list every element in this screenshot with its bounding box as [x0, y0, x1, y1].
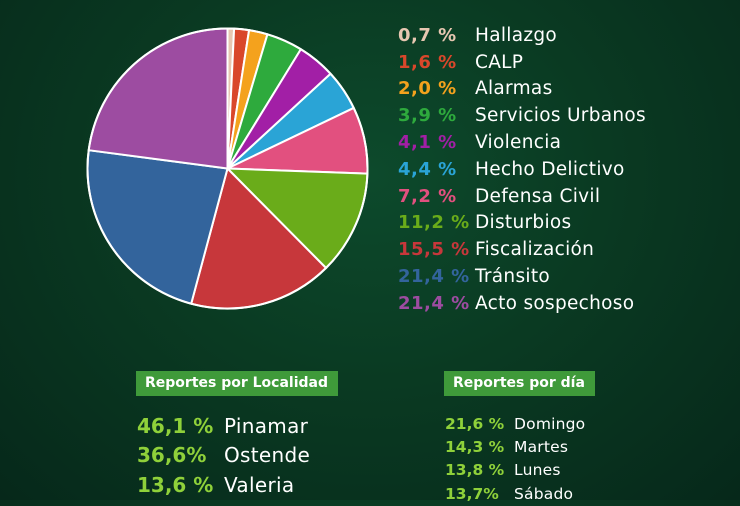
localidad-pct: 36,6% [137, 443, 207, 468]
legend-row-servicios-urbanos: 3,9 % Servicios Urbanos [398, 102, 646, 129]
legend-pct: 4,1 % [398, 132, 457, 154]
legend-pct: 4,4 % [398, 158, 457, 180]
list-item: 21,6 % Domingo [445, 412, 585, 435]
list-item: 14,3 % Martes [445, 435, 585, 458]
legend-label: Defensa Civil [475, 185, 601, 207]
list-item: 13,8 % Lunes [445, 459, 585, 482]
legend-row-violencia: 4,1 % Violencia [398, 129, 646, 156]
legend-row-transito: 21,4 % Tránsito [398, 263, 646, 290]
legend-pct: 7,2 % [398, 185, 457, 207]
localidad-section-header: Reportes por Localidad [136, 371, 339, 396]
dia-pct: 13,8 % [445, 461, 505, 480]
dia-section-header: Reportes por día [444, 371, 595, 396]
legend-label: Violencia [475, 132, 562, 154]
legend-label: CALP [475, 51, 524, 73]
legend-row-calp: 1,6 % CALP [398, 49, 646, 76]
legend-row-alarmas: 2,0 % Alarmas [398, 76, 646, 103]
dia-pct: 13,7% [445, 484, 499, 503]
legend-row-hallazgo: 0,7 % Hallazgo [398, 22, 646, 49]
legend-label: Acto sospechoso [475, 292, 635, 314]
legend-row-acto-sospechoso: 21,4 % Acto sospechoso [398, 290, 646, 317]
list-item: 46,1 % Pinamar [137, 411, 310, 441]
legend-pct: 21,4 % [398, 266, 470, 288]
legend-label: Hecho Delictivo [475, 158, 625, 180]
dia-list: 21,6 % Domingo 14,3 % Martes 13,8 % Lune… [445, 412, 585, 506]
localidad-pct: 46,1 % [137, 413, 214, 438]
dia-pct: 21,6 % [445, 414, 505, 433]
localidad-name: Valeria [224, 472, 295, 497]
pie-legend: 0,7 % Hallazgo 1,6 % CALP 2,0 % Alarmas … [398, 22, 646, 317]
legend-pct: 11,2 % [398, 212, 470, 234]
legend-label: Fiscalización [475, 239, 595, 261]
dia-pct: 14,3 % [445, 438, 505, 457]
legend-pct: 21,4 % [398, 292, 470, 314]
legend-row-hecho-delictivo: 4,4 % Hecho Delictivo [398, 156, 646, 183]
localidad-list: 46,1 % Pinamar 36,6% Ostende 13,6 % Vale… [137, 411, 310, 500]
legend-row-defensa-civil: 7,2 % Defensa Civil [398, 183, 646, 210]
legend-label: Hallazgo [475, 24, 558, 46]
legend-pct: 2,0 % [398, 78, 457, 100]
legend-label: Alarmas [475, 78, 553, 100]
legend-label: Tránsito [475, 266, 550, 288]
legend-pct: 15,5 % [398, 239, 470, 261]
dia-name: Domingo [514, 414, 586, 433]
localidad-name: Ostende [224, 443, 311, 468]
legend-label: Servicios Urbanos [475, 105, 646, 127]
legend-pct: 3,9 % [398, 105, 457, 127]
list-item: 13,7% Sábado [445, 482, 585, 505]
dia-name: Sábado [514, 484, 574, 503]
localidad-pct: 13,6 % [137, 472, 214, 497]
legend-label: Disturbios [475, 212, 572, 234]
legend-pct: 0,7 % [398, 24, 457, 46]
dia-name: Lunes [514, 461, 561, 480]
list-item: 36,6% Ostende [137, 441, 310, 471]
legend-pct: 1,6 % [398, 51, 457, 73]
legend-row-disturbios: 11,2 % Disturbios [398, 210, 646, 237]
dia-name: Martes [514, 438, 569, 457]
list-item: 13,6 % Valeria [137, 470, 310, 500]
legend-row-fiscalizacion: 15,5 % Fiscalización [398, 236, 646, 263]
pie-chart [86, 27, 369, 310]
pie-slice-acto-sospechoso [87, 27, 229, 170]
localidad-name: Pinamar [224, 413, 309, 438]
pie-outline [86, 27, 369, 310]
